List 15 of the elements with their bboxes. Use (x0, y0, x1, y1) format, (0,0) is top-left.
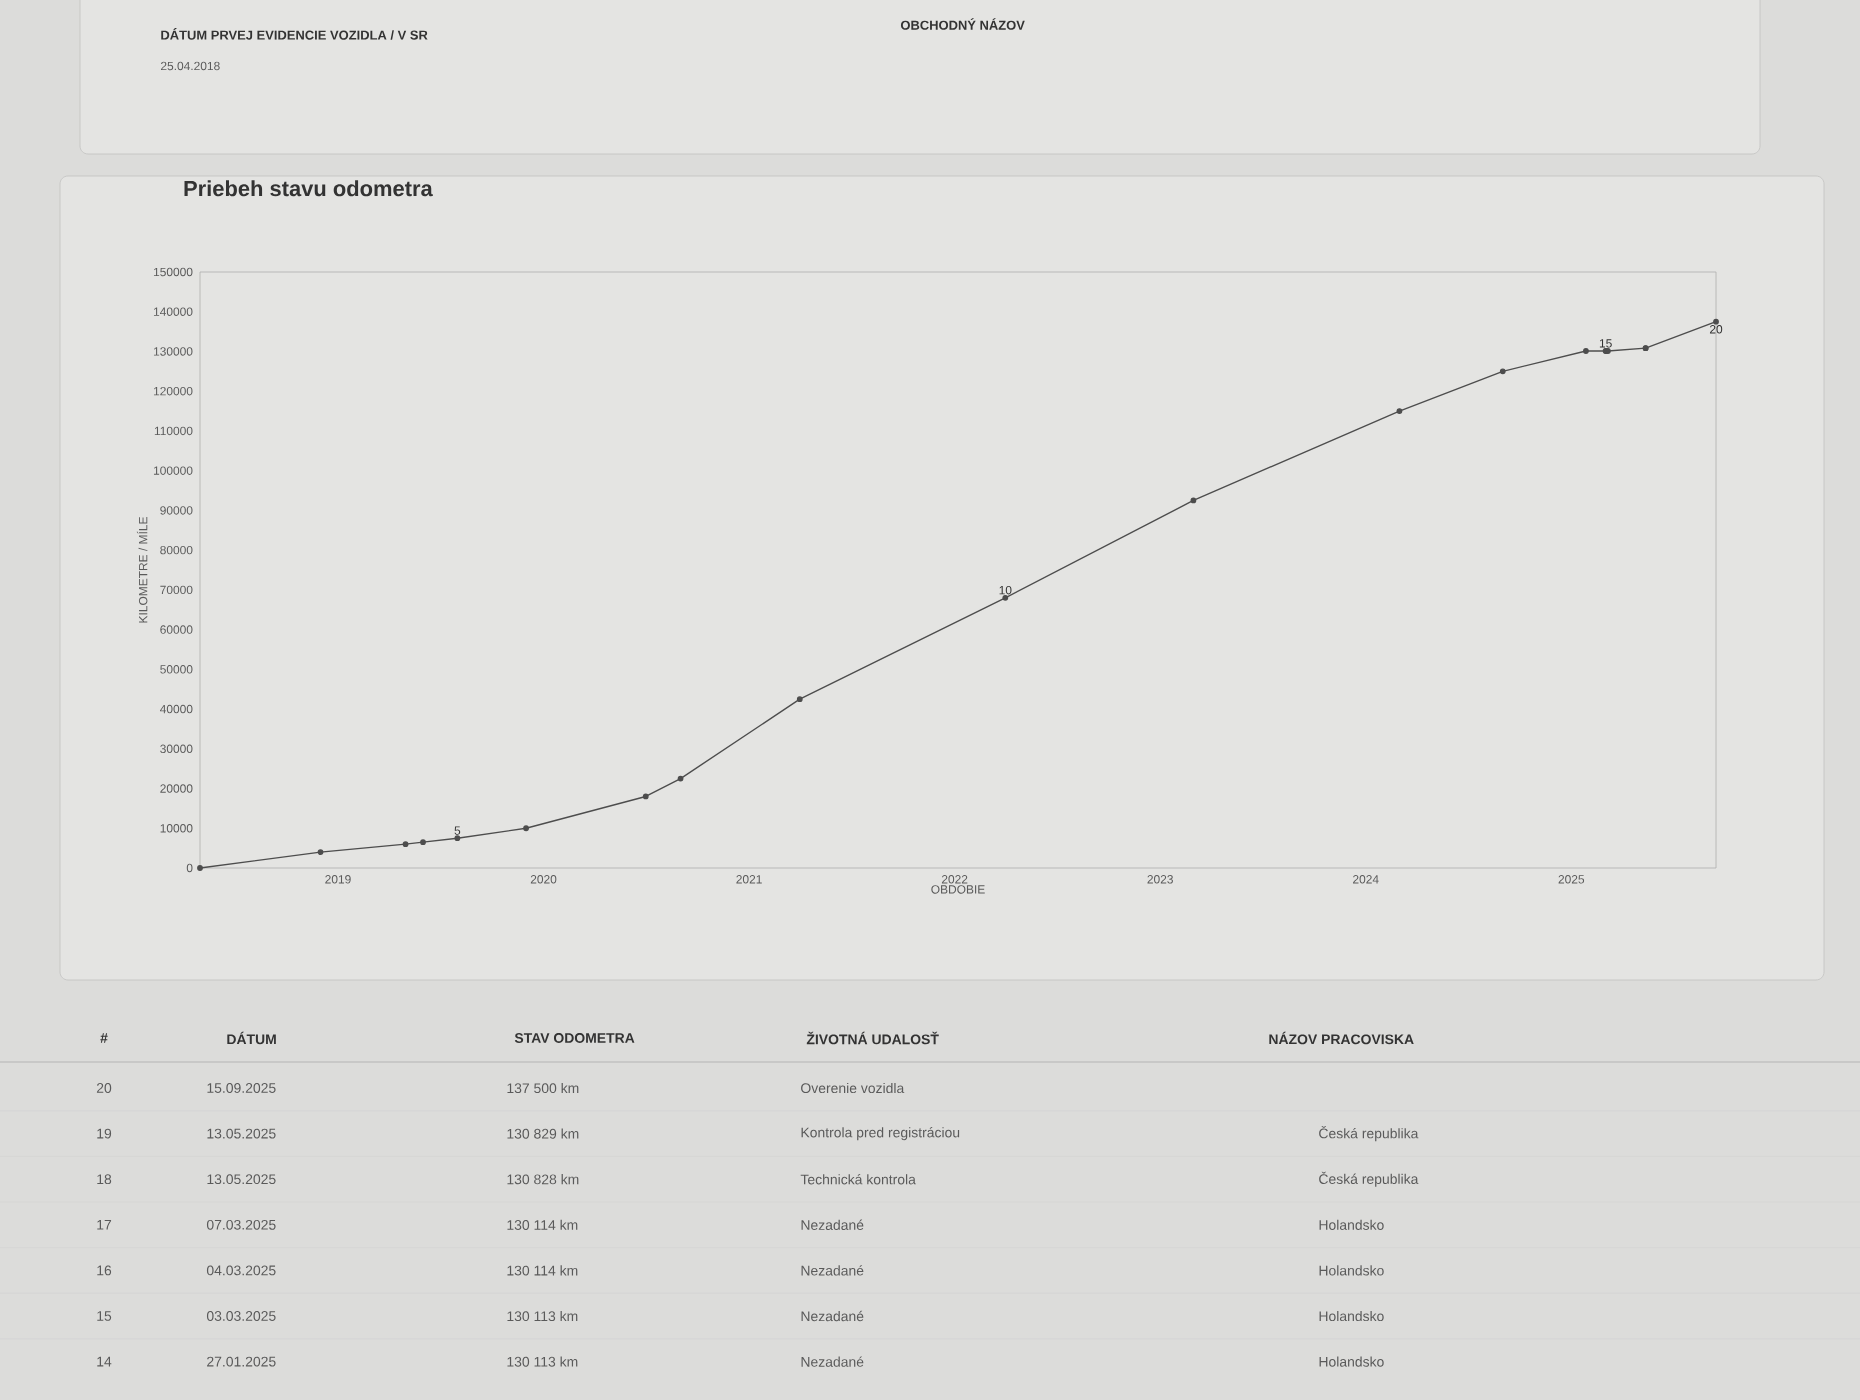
point (1713, 318, 1719, 325)
chart-title: Priebeh stavu odometra (184, 180, 433, 197)
point (523, 825, 529, 832)
point (642, 793, 649, 800)
point (1499, 368, 1506, 375)
point (402, 841, 409, 848)
point (677, 775, 684, 782)
point (454, 835, 461, 842)
point (796, 696, 803, 703)
point (317, 849, 324, 855)
point (197, 865, 203, 871)
point (1583, 348, 1589, 354)
point (420, 839, 426, 846)
point (1396, 408, 1403, 414)
point (1190, 497, 1197, 504)
